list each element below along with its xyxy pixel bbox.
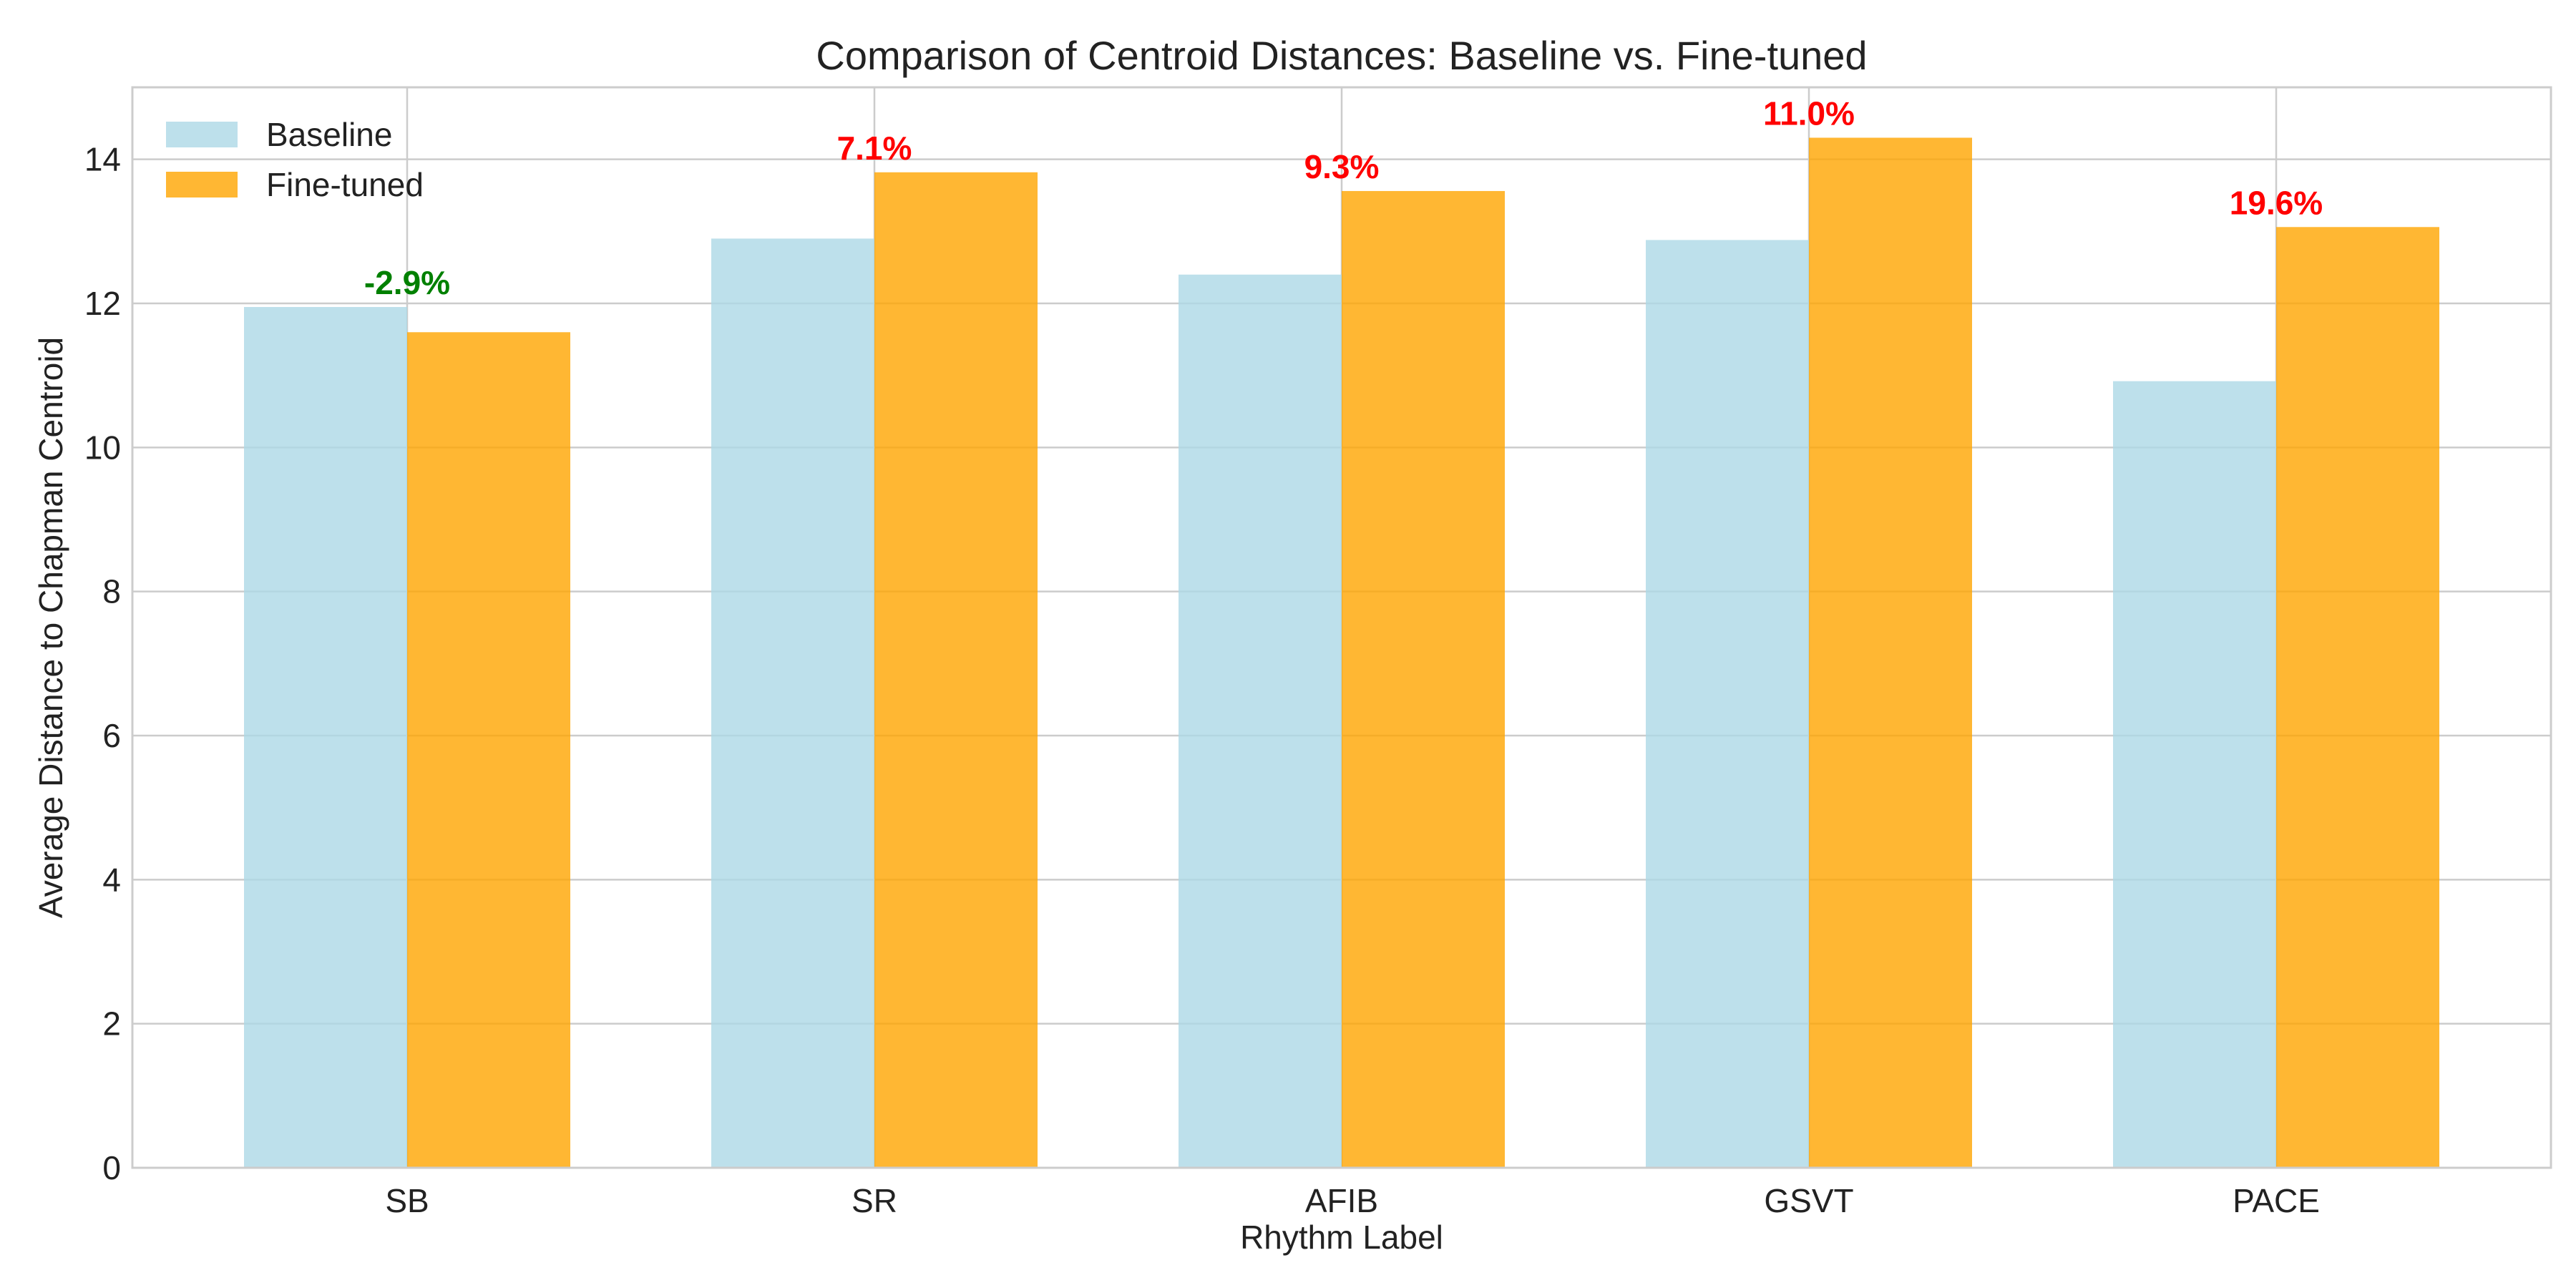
x-tick-label-gsvt: GSVT <box>1764 1182 1853 1219</box>
y-tick-label-4: 4 <box>102 861 121 898</box>
bar-baseline-pace <box>2113 381 2276 1168</box>
legend-swatch-fine-tuned <box>166 172 238 197</box>
annotation-sb: -2.9% <box>364 264 450 301</box>
y-tick-label-2: 2 <box>102 1005 121 1043</box>
legend-label-baseline: Baseline <box>266 116 392 153</box>
ticks-layer: 0 2 4 6 8 10 12 14 SB SR AFIB GSVT PACE <box>84 141 2320 1219</box>
bar-fine-tuned-afib <box>1342 190 1505 1169</box>
bar-baseline-gsvt <box>1646 240 1809 1168</box>
y-axis-label: Average Distance to Chapman Centroid <box>32 337 69 918</box>
annotation-sr: 7.1% <box>837 130 912 167</box>
bar-fine-tuned-gsvt <box>1809 137 1972 1168</box>
y-tick-label-12: 12 <box>84 285 121 322</box>
bar-baseline-sb <box>244 307 407 1168</box>
annotation-gsvt: 11.0% <box>1763 94 1855 132</box>
chart-title: Comparison of Centroid Distances: Baseli… <box>816 33 1867 78</box>
legend-label-fine-tuned: Fine-tuned <box>266 166 424 203</box>
legend: Baseline Fine-tuned <box>166 116 424 203</box>
annotations-layer: -2.9% 7.1% 9.3% 11.0% 19.6% <box>364 94 2323 301</box>
annotation-pace: 19.6% <box>2230 184 2323 221</box>
bar-baseline-afib <box>1179 274 1342 1168</box>
y-tick-label-6: 6 <box>102 717 121 754</box>
bars-layer <box>244 137 2439 1169</box>
y-tick-label-14: 14 <box>84 141 121 178</box>
bar-fine-tuned-pace <box>2276 227 2439 1168</box>
bar-baseline-sr <box>711 238 874 1168</box>
x-tick-label-sb: SB <box>385 1182 429 1219</box>
y-tick-label-8: 8 <box>102 573 121 610</box>
x-axis-label: Rhythm Label <box>1240 1219 1443 1256</box>
y-tick-label-0: 0 <box>102 1149 121 1186</box>
bar-fine-tuned-sr <box>874 172 1038 1169</box>
x-tick-label-pace: PACE <box>2233 1182 2320 1219</box>
annotation-afib: 9.3% <box>1304 148 1380 185</box>
y-tick-label-10: 10 <box>84 429 121 466</box>
bar-fine-tuned-sb <box>407 332 570 1169</box>
plot-frame <box>131 86 2552 1169</box>
legend-swatch-baseline <box>166 122 238 147</box>
x-tick-label-afib: AFIB <box>1305 1182 1378 1219</box>
x-tick-label-sr: SR <box>852 1182 897 1219</box>
